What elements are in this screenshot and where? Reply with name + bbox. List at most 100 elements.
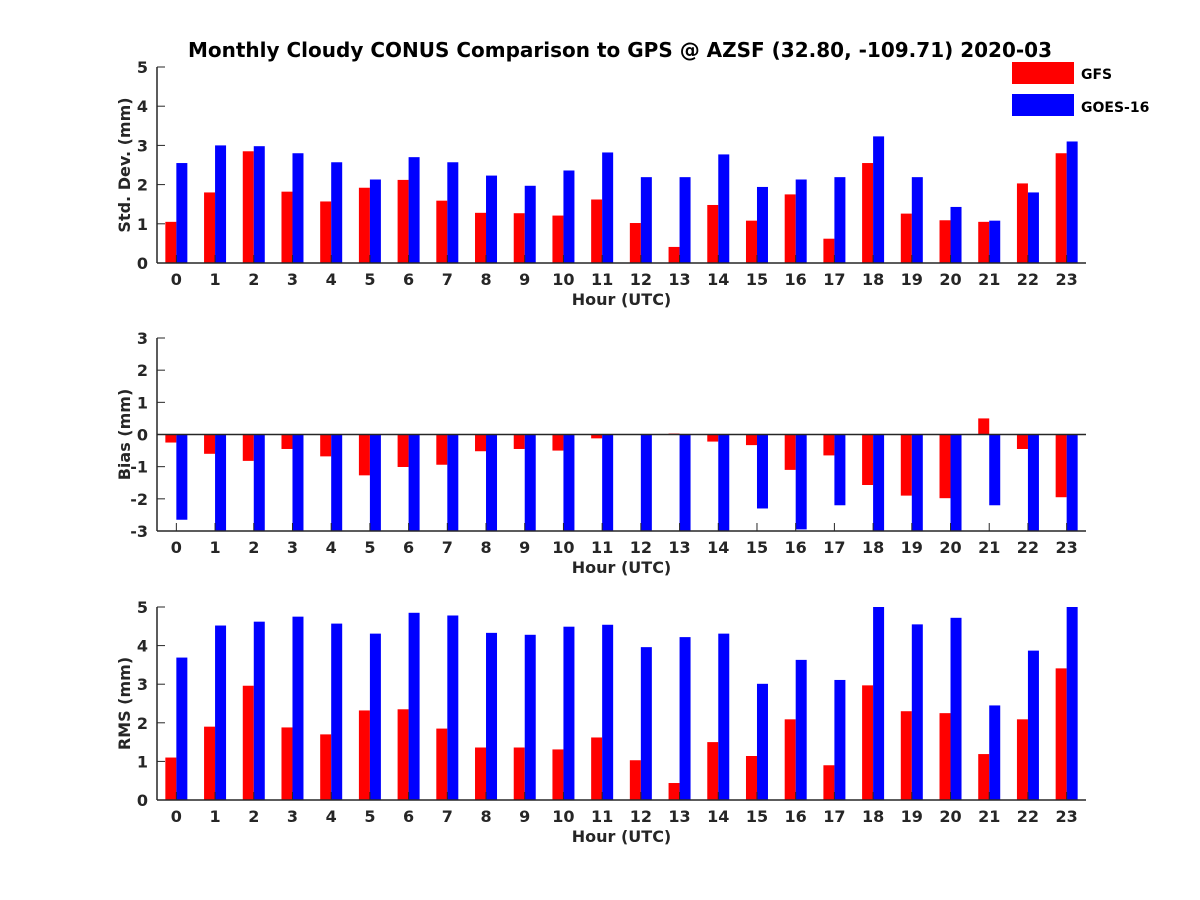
bias-bar-goes16-1 (215, 434, 227, 531)
bias-bar-gfs-18 (862, 434, 874, 485)
bias-x-tick-label: 8 (480, 538, 491, 557)
rms-bar-goes16-7 (447, 615, 459, 800)
std-dev-bar-gfs-10 (552, 215, 564, 263)
bias-y-tick-label: -1 (130, 458, 148, 477)
rms-x-tick-label: 13 (668, 807, 690, 826)
rms-y-axis-label: RMS (mm) (115, 657, 134, 750)
rms-x-tick-label: 20 (939, 807, 961, 826)
legend-label-gfs: GFS (1081, 67, 1112, 83)
bias-y-tick-label: 2 (137, 361, 148, 380)
std-dev-y-axis-label: Std. Dev. (mm) (115, 97, 134, 232)
std-dev-bar-goes16-3 (292, 153, 304, 263)
std-dev-bar-gfs-19 (900, 213, 912, 263)
legend: GFS GOES-16 (1012, 62, 1149, 116)
rms-bar-gfs-4 (320, 734, 332, 800)
std-dev-x-tick-label: 17 (823, 270, 845, 289)
std-dev-bar-goes16-0 (176, 163, 188, 263)
std-dev-bar-goes16-18 (873, 136, 885, 263)
bias-y-tick-label: 0 (137, 426, 148, 445)
bias-bar-goes16-10 (563, 434, 575, 531)
rms-bar-gfs-16 (784, 719, 796, 800)
std-dev-x-tick-label: 16 (785, 270, 807, 289)
std-dev-y-tick-label: 5 (137, 58, 148, 77)
bias-bar-goes16-16 (795, 434, 807, 530)
std-dev-bar-gfs-13 (668, 246, 680, 263)
std-dev-x-tick-label: 20 (939, 270, 961, 289)
std-dev-y-tick-label: 0 (137, 254, 148, 273)
bias-bar-goes16-19 (911, 434, 923, 531)
bias-bar-gfs-9 (513, 434, 525, 449)
std-dev-bar-gfs-3 (281, 191, 293, 263)
bias-bar-gfs-8 (475, 434, 487, 452)
std-dev-bar-gfs-18 (862, 163, 874, 263)
std-dev-x-tick-label: 5 (364, 270, 375, 289)
rms-x-tick-label: 19 (901, 807, 923, 826)
rms-bar-gfs-8 (475, 747, 487, 800)
rms-bar-gfs-13 (668, 783, 680, 800)
bias-bar-gfs-11 (591, 434, 603, 439)
bias-bar-gfs-2 (242, 434, 254, 461)
std-dev-x-tick-label: 9 (519, 270, 530, 289)
rms-x-tick-label: 10 (552, 807, 574, 826)
rms-x-tick-label: 18 (862, 807, 884, 826)
rms-bar-gfs-22 (1016, 719, 1028, 800)
rms-bar-goes16-5 (369, 633, 381, 800)
bias-x-tick-label: 0 (171, 538, 182, 557)
bias-x-tick-label: 14 (707, 538, 729, 557)
rms-bar-gfs-11 (591, 737, 603, 800)
rms-bar-gfs-7 (436, 728, 448, 800)
rms-bar-gfs-9 (513, 747, 525, 800)
std-dev-x-tick-label: 0 (171, 270, 182, 289)
rms-bar-goes16-22 (1027, 650, 1039, 800)
std-dev-y-tick-label: 4 (137, 97, 148, 116)
bias-x-tick-label: 17 (823, 538, 845, 557)
bias-bar-gfs-17 (823, 434, 835, 456)
rms-bar-gfs-0 (165, 757, 177, 800)
bias-x-tick-label: 20 (939, 538, 961, 557)
rms-x-tick-label: 3 (287, 807, 298, 826)
bias-bar-gfs-0 (165, 434, 177, 443)
bias-bar-gfs-7 (436, 434, 448, 465)
bias-bar-gfs-6 (397, 434, 409, 467)
rms-x-tick-label: 9 (519, 807, 530, 826)
std-dev-x-tick-label: 1 (209, 270, 220, 289)
rms-bar-goes16-11 (602, 624, 614, 800)
std-dev-bar-goes16-13 (679, 177, 691, 263)
std-dev-x-axis-label: Hour (UTC) (572, 290, 672, 309)
std-dev-y-tick-label: 2 (137, 176, 148, 195)
rms-x-tick-label: 2 (248, 807, 259, 826)
std-dev-bar-goes16-10 (563, 170, 575, 263)
rms-bar-goes16-16 (795, 659, 807, 800)
bias-bar-gfs-20 (939, 434, 951, 499)
rms-bar-goes16-6 (408, 612, 420, 800)
std-dev-bar-gfs-16 (784, 194, 796, 263)
std-dev-bar-gfs-21 (978, 221, 990, 263)
std-dev-bar-gfs-22 (1016, 183, 1028, 263)
chart-title: Monthly Cloudy CONUS Comparison to GPS @… (188, 38, 1052, 62)
rms-bar-gfs-5 (358, 710, 370, 800)
rms-x-tick-label: 21 (978, 807, 1000, 826)
bias-y-tick-label: 3 (137, 329, 148, 348)
std-dev-x-tick-label: 2 (248, 270, 259, 289)
rms-y-tick-label: 1 (137, 752, 148, 771)
std-dev-bar-goes16-7 (447, 162, 459, 263)
std-dev-bar-gfs-1 (204, 192, 216, 263)
rms-bar-gfs-12 (629, 760, 641, 800)
rms-bar-gfs-15 (745, 756, 757, 800)
bias-x-axis-label: Hour (UTC) (572, 558, 672, 577)
std-dev-x-tick-label: 22 (1017, 270, 1039, 289)
bias-bar-goes16-20 (950, 434, 962, 531)
bias-bar-goes16-5 (369, 434, 381, 531)
bias-bar-goes16-11 (602, 434, 614, 531)
rms-bar-goes16-21 (989, 705, 1001, 800)
std-dev-x-tick-label: 12 (630, 270, 652, 289)
std-dev-bar-goes16-17 (834, 177, 846, 263)
std-dev-bar-gfs-17 (823, 238, 835, 263)
rms-x-tick-label: 6 (403, 807, 414, 826)
rms-x-tick-label: 0 (171, 807, 182, 826)
std-dev-x-tick-label: 11 (591, 270, 613, 289)
bias-bar-goes16-21 (989, 434, 1001, 506)
std-dev-bar-gfs-5 (358, 187, 370, 263)
